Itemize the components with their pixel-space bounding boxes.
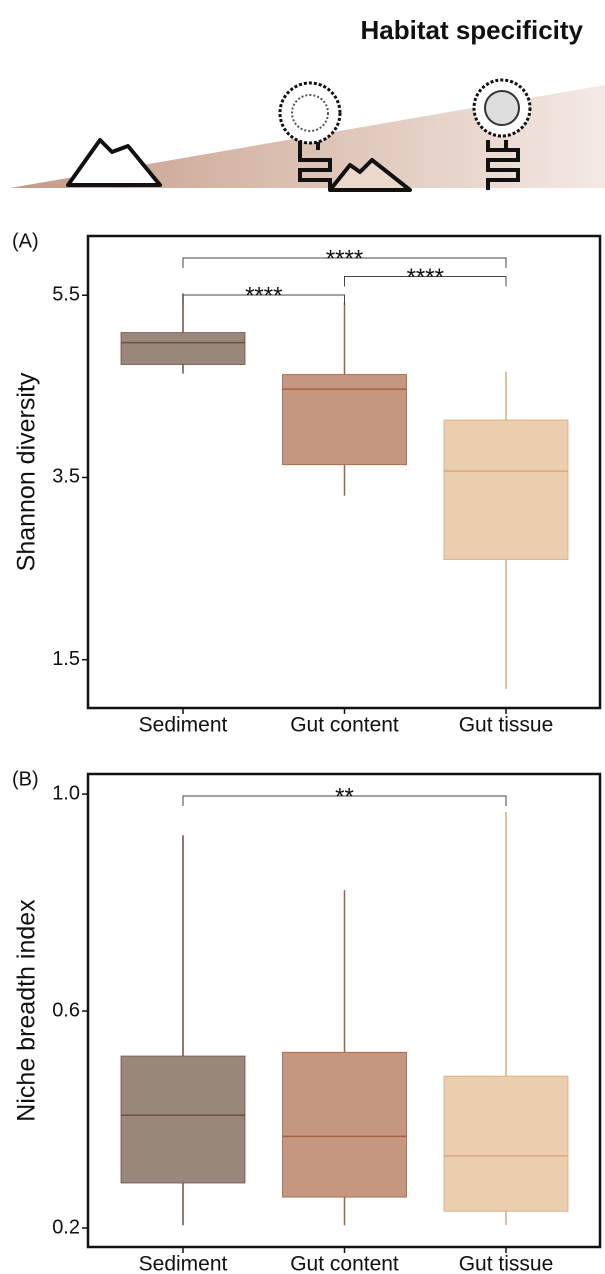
- significance-label: ****: [245, 282, 282, 309]
- box: [120, 1055, 246, 1184]
- significance-label: **: [335, 783, 354, 810]
- box: [120, 332, 246, 365]
- significance-bracket: [182, 294, 345, 305]
- x-tick-label: Gut content: [290, 714, 399, 737]
- panel-label: (A): [12, 230, 39, 252]
- x-tick-label: Gut content: [290, 1253, 399, 1274]
- significance-bracket: [182, 795, 507, 806]
- y-axis-label: Shannon diversity: [13, 372, 41, 571]
- panel-label: (B): [12, 768, 39, 790]
- y-tick-label: 1.0: [52, 782, 80, 804]
- box: [282, 1051, 407, 1198]
- x-tick-label: Gut tissue: [459, 714, 554, 737]
- x-tick-label: Gut tissue: [459, 1253, 554, 1274]
- box: [443, 1075, 569, 1212]
- x-tick-label: Sediment: [139, 714, 228, 737]
- y-tick-label: 3.5: [52, 466, 80, 488]
- box: [443, 419, 569, 560]
- x-tick-label: Sediment: [139, 1253, 228, 1274]
- header-illustration: [10, 78, 605, 192]
- significance-bracket: [182, 257, 507, 268]
- box: [282, 374, 407, 466]
- significance-label: ****: [326, 245, 363, 272]
- significance-bracket: [344, 276, 507, 287]
- y-tick-label: 0.2: [52, 1216, 80, 1238]
- y-tick-label: 1.5: [52, 648, 80, 670]
- y-axis-label: Niche breadth index: [13, 899, 41, 1122]
- header-title: Habitat specificity: [360, 15, 583, 45]
- y-tick-label: 5.5: [52, 284, 80, 306]
- significance-label: ****: [407, 264, 444, 291]
- y-tick-label: 0.6: [52, 999, 80, 1021]
